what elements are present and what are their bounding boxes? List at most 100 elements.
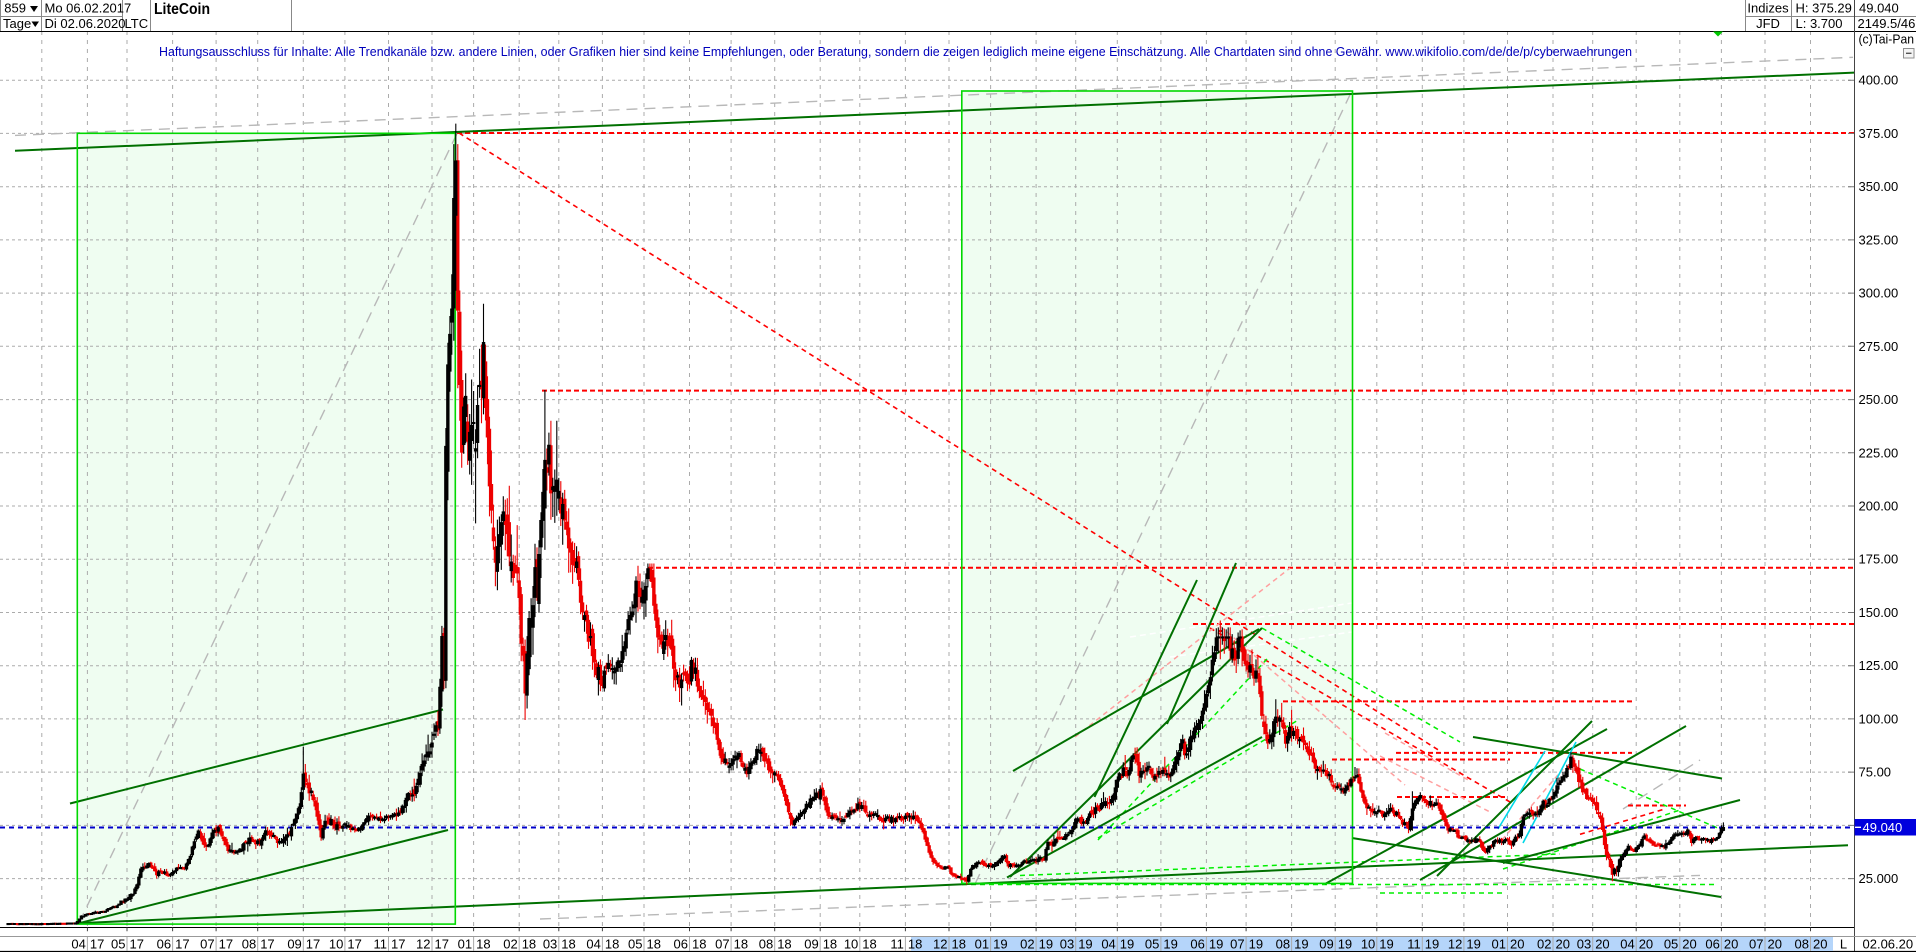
svg-text:18: 18	[908, 937, 922, 952]
svg-text:20: 20	[1595, 937, 1609, 952]
svg-text:02: 02	[1020, 937, 1034, 952]
svg-text:05: 05	[628, 937, 642, 952]
svg-text:06: 06	[1705, 937, 1719, 952]
svg-text:04: 04	[71, 937, 85, 952]
svg-text:19: 19	[1039, 937, 1053, 952]
svg-text:09: 09	[287, 937, 301, 952]
svg-text:10: 10	[1361, 937, 1375, 952]
svg-text:07: 07	[715, 937, 729, 952]
svg-text:08: 08	[759, 937, 773, 952]
svg-text:18: 18	[522, 937, 536, 952]
svg-text:04: 04	[1620, 937, 1634, 952]
svg-text:01: 01	[975, 937, 989, 952]
svg-text:18: 18	[952, 937, 966, 952]
svg-text:125.00: 125.00	[1859, 658, 1899, 673]
svg-text:325.00: 325.00	[1859, 232, 1899, 247]
svg-text:03: 03	[543, 937, 557, 952]
svg-text:17: 17	[260, 937, 274, 952]
svg-text:10: 10	[844, 937, 858, 952]
svg-text:19: 19	[1425, 937, 1439, 952]
svg-text:20: 20	[1556, 937, 1570, 952]
svg-text:200.00: 200.00	[1859, 499, 1899, 514]
svg-text:17: 17	[435, 937, 449, 952]
svg-text:18: 18	[734, 937, 748, 952]
svg-text:04: 04	[586, 937, 600, 952]
svg-text:19: 19	[1163, 937, 1177, 952]
svg-text:300.00: 300.00	[1859, 286, 1899, 301]
svg-text:L: 3.700: L: 3.700	[1796, 16, 1843, 31]
svg-text:18: 18	[605, 937, 619, 952]
svg-text:19: 19	[1120, 937, 1134, 952]
svg-text:02: 02	[503, 937, 517, 952]
svg-text:17: 17	[130, 937, 144, 952]
svg-text:12: 12	[1448, 937, 1462, 952]
svg-text:Indizes: Indizes	[1747, 1, 1789, 16]
svg-text:17: 17	[90, 937, 104, 952]
svg-text:20: 20	[1724, 937, 1738, 952]
svg-text:Haftungsausschluss für Inhalte: Haftungsausschluss für Inhalte: Alle Tre…	[159, 44, 1632, 59]
svg-text:01: 01	[458, 937, 472, 952]
svg-text:07: 07	[1230, 937, 1244, 952]
svg-text:07: 07	[200, 937, 214, 952]
svg-text:09: 09	[1319, 937, 1333, 952]
svg-text:19: 19	[1078, 937, 1092, 952]
svg-text:17: 17	[219, 937, 233, 952]
svg-text:JFD: JFD	[1756, 16, 1780, 31]
svg-text:49.040: 49.040	[1863, 820, 1903, 835]
svg-text:859: 859	[4, 1, 26, 16]
svg-text:19: 19	[1249, 937, 1263, 952]
svg-text:LiteCoin: LiteCoin	[154, 1, 210, 18]
svg-text:Di 02.06.2020: Di 02.06.2020	[45, 16, 126, 31]
svg-text:L: L	[1840, 937, 1847, 952]
svg-text:07: 07	[1749, 937, 1763, 952]
svg-text:(c)Tai-Pan: (c)Tai-Pan	[1859, 32, 1915, 47]
svg-text:11: 11	[1407, 937, 1421, 952]
svg-text:20: 20	[1682, 937, 1696, 952]
svg-text:06: 06	[1190, 937, 1204, 952]
svg-text:19: 19	[1379, 937, 1393, 952]
svg-text:03: 03	[1577, 937, 1591, 952]
svg-text:08: 08	[1276, 937, 1290, 952]
svg-text:20: 20	[1813, 937, 1827, 952]
svg-text:19: 19	[1209, 937, 1223, 952]
svg-text:20: 20	[1510, 937, 1524, 952]
svg-text:Mo 06.02.2017: Mo 06.02.2017	[45, 1, 132, 16]
svg-text:10: 10	[329, 937, 343, 952]
svg-text:11: 11	[890, 937, 904, 952]
svg-text:11: 11	[374, 937, 388, 952]
svg-text:12: 12	[933, 937, 947, 952]
svg-text:19: 19	[1294, 937, 1308, 952]
svg-text:18: 18	[862, 937, 876, 952]
svg-text:175.00: 175.00	[1859, 552, 1899, 567]
svg-text:225.00: 225.00	[1859, 445, 1899, 460]
svg-text:250.00: 250.00	[1859, 392, 1899, 407]
svg-text:350.00: 350.00	[1859, 179, 1899, 194]
svg-text:20: 20	[1768, 937, 1782, 952]
svg-text:05: 05	[111, 937, 125, 952]
svg-text:75.00: 75.00	[1859, 765, 1892, 780]
svg-text:03: 03	[1060, 937, 1074, 952]
svg-text:19: 19	[1466, 937, 1480, 952]
svg-text:17: 17	[175, 937, 189, 952]
svg-text:01: 01	[1492, 937, 1506, 952]
svg-text:19: 19	[1338, 937, 1352, 952]
svg-text:02: 02	[1537, 937, 1551, 952]
svg-text:18: 18	[476, 937, 490, 952]
svg-text:05: 05	[1145, 937, 1159, 952]
svg-text:18: 18	[561, 937, 575, 952]
svg-text:05: 05	[1664, 937, 1678, 952]
svg-text:08: 08	[1795, 937, 1809, 952]
svg-text:H: 375.29: H: 375.29	[1796, 1, 1852, 16]
svg-text:12: 12	[416, 937, 430, 952]
svg-text:49.040: 49.040	[1859, 1, 1899, 16]
svg-text:18: 18	[823, 937, 837, 952]
svg-text:150.00: 150.00	[1859, 605, 1899, 620]
svg-text:06: 06	[157, 937, 171, 952]
svg-text:17: 17	[347, 937, 361, 952]
svg-text:19: 19	[993, 937, 1007, 952]
svg-text:09: 09	[804, 937, 818, 952]
svg-text:375.00: 375.00	[1859, 126, 1899, 141]
svg-text:Tage: Tage	[3, 16, 31, 31]
svg-text:LTC: LTC	[125, 16, 149, 31]
svg-text:17: 17	[306, 937, 320, 952]
